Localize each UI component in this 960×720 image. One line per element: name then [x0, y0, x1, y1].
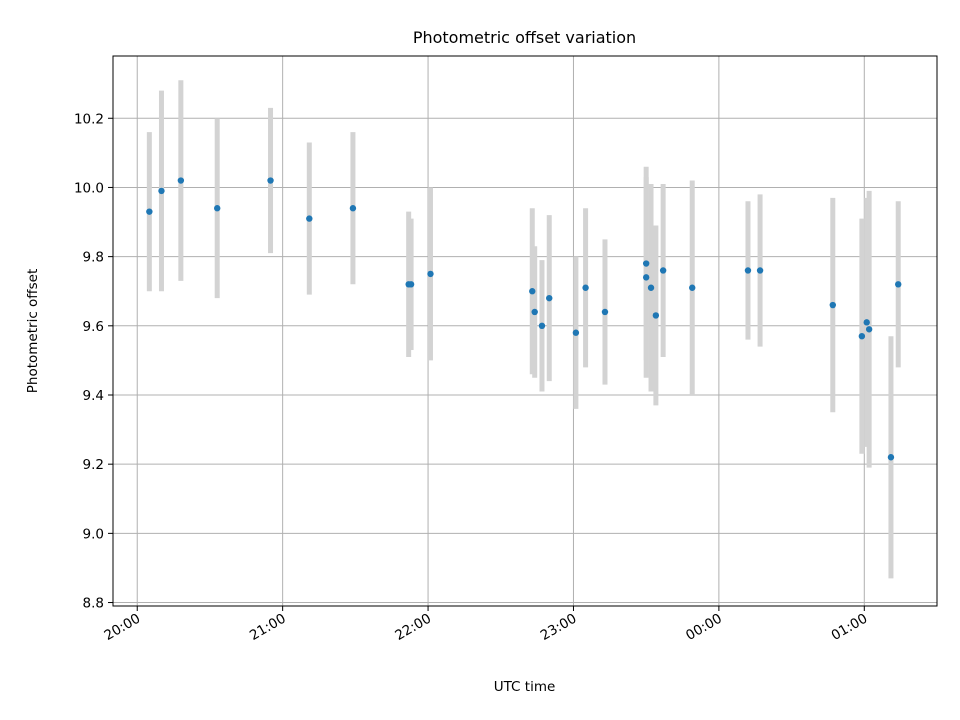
data-point [349, 205, 357, 212]
data-point [582, 284, 589, 291]
data-point [865, 326, 873, 333]
plot-frame [112, 55, 938, 607]
data-point [214, 205, 221, 212]
grid [113, 56, 937, 606]
data-point [407, 281, 415, 288]
y-tick-label: 9.6 [83, 319, 104, 335]
data-point [895, 281, 902, 288]
data-point [659, 267, 667, 274]
data-point [538, 322, 546, 330]
data-point [647, 284, 655, 291]
data-point [829, 301, 836, 309]
x-tick-label: 20:00 [102, 611, 144, 644]
y-tick-label: 10.0 [74, 180, 104, 196]
y-axis-label: Photometric offset [25, 269, 41, 393]
x-tick-label: 00:00 [683, 611, 725, 644]
data-point [744, 267, 752, 274]
y-tick-label: 8.8 [83, 596, 104, 612]
data-point [863, 319, 870, 326]
x-axis: 20:00 21:00 22:00 23:00 00:00 01:00 [102, 606, 871, 644]
data-point [858, 332, 866, 340]
data-point [531, 308, 538, 316]
y-tick-label: 9.0 [83, 526, 104, 542]
x-axis-label: UTC time [494, 679, 556, 695]
data-point [652, 312, 660, 319]
data-point [756, 267, 764, 274]
data-point [601, 308, 609, 316]
y-tick-label: 9.8 [83, 250, 104, 266]
errorbars [146, 80, 901, 579]
x-tick-label: 23:00 [538, 611, 580, 644]
x-tick-label: 01:00 [829, 611, 871, 644]
data-point [158, 187, 165, 195]
chart-title: Photometric offset variation [413, 28, 636, 47]
data-points [146, 177, 902, 461]
data-point [529, 288, 536, 295]
y-tick-label: 10.2 [74, 111, 104, 127]
y-tick-label: 9.2 [83, 457, 104, 473]
data-point [177, 177, 185, 184]
x-tick-label: 21:00 [247, 611, 289, 644]
data-point [572, 329, 580, 336]
x-tick-label: 22:00 [392, 611, 434, 644]
data-point [427, 270, 434, 278]
data-point [887, 454, 895, 461]
data-point [642, 274, 650, 281]
data-point [146, 208, 153, 215]
data-point [689, 284, 696, 291]
data-point [642, 260, 650, 267]
y-axis: 8.8 9.0 9.2 9.4 9.6 9.8 10.0 10.2 [74, 111, 113, 612]
data-point [306, 215, 313, 222]
data-point [267, 177, 274, 184]
y-tick-label: 9.4 [83, 388, 104, 404]
data-point [546, 294, 553, 302]
